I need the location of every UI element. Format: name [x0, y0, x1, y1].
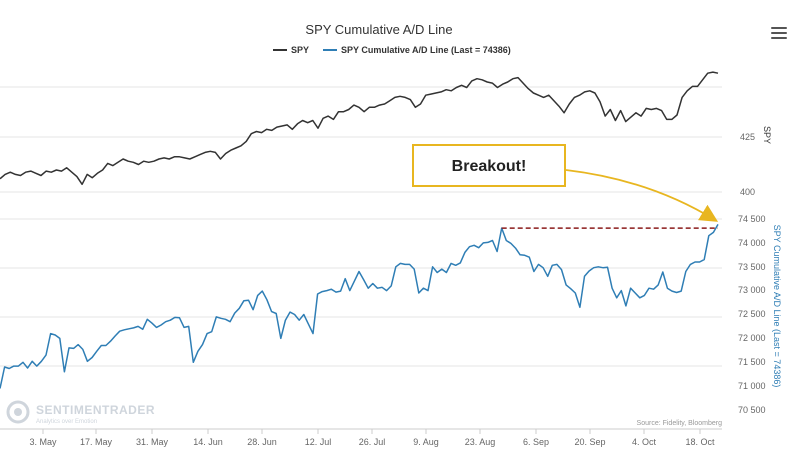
ad-tick: 70 500: [738, 405, 766, 415]
ad-tick: 72 500: [738, 309, 766, 319]
watermark-logo: [6, 400, 30, 424]
spy-tick: 425: [740, 132, 755, 142]
credits[interactable]: Source: Fidelity, Bloomberg: [637, 420, 723, 427]
x-tick-label: 6. Sep: [523, 437, 549, 447]
x-tick-label: 26. Jul: [359, 437, 386, 447]
watermark-subtitle: Analytics over Emotion: [36, 419, 97, 425]
legend-label-ad-line: SPY Cumulative A/D Line (Last = 74386): [341, 45, 511, 55]
ad-tick: 74 500: [738, 214, 766, 224]
x-tick-label: 18. Oct: [685, 437, 715, 447]
ad-tick: 73 000: [738, 285, 766, 295]
ad-tick: 74 000: [738, 238, 766, 248]
callout-text: Breakout!: [452, 158, 527, 175]
legend-item-ad-line[interactable]: SPY Cumulative A/D Line (Last = 74386): [323, 45, 511, 55]
x-tick-label: 9. Aug: [413, 437, 439, 447]
spy-tick: 400: [740, 187, 755, 197]
callout-arrow: [565, 169, 719, 222]
x-tick-label: 3. May: [29, 437, 57, 447]
watermark-name: SENTIMENTRADER: [36, 403, 155, 417]
x-tick-label: 14. Jun: [193, 437, 223, 447]
spy-series-line: [0, 71, 719, 186]
chart-title: SPY Cumulative A/D Line: [305, 22, 452, 37]
chart-menu-button[interactable]: [769, 24, 789, 42]
ad-axis-title: SPY Cumulative A/D Line (Last = 74386): [772, 225, 782, 388]
x-tick-label: 17. May: [80, 437, 113, 447]
x-tick-label: 20. Sep: [574, 437, 605, 447]
x-axis: 3. May 17. May 31. May 14. Jun 28. Jun 12. Ju…: [29, 429, 715, 447]
x-tick-label: 31. May: [136, 437, 169, 447]
x-tick-label: 12. Jul: [305, 437, 332, 447]
watermark: SENTIMENTRADER Analytics over Emotion: [6, 400, 155, 425]
legend-label-spy: SPY: [291, 45, 309, 55]
breakout-callout: Breakout!: [412, 144, 719, 222]
hamburger-icon: [771, 27, 787, 29]
ad-tick: 72 000: [738, 333, 766, 343]
x-tick-label: 4. Oct: [632, 437, 657, 447]
ad-tick: 73 500: [738, 262, 766, 272]
spy-axis-title: SPY: [762, 126, 772, 144]
ad-tick: 71 000: [738, 381, 766, 391]
gridlines: [0, 86, 722, 367]
callout-box: [412, 144, 566, 187]
ad-series-line: [0, 224, 719, 389]
ad-tick: 71 500: [738, 357, 766, 367]
legend: SPY SPY Cumulative A/D Line (Last = 7438…: [273, 45, 511, 55]
x-tick-label: 28. Jun: [247, 437, 277, 447]
ad-axis: 74 500 74 000 73 500 73 000 72 500 72 000 71 5…: [738, 214, 766, 415]
x-tick-label: 23. Aug: [465, 437, 496, 447]
legend-item-spy[interactable]: SPY: [273, 45, 309, 55]
spy-axis: 425 400 SPY: [740, 126, 772, 197]
